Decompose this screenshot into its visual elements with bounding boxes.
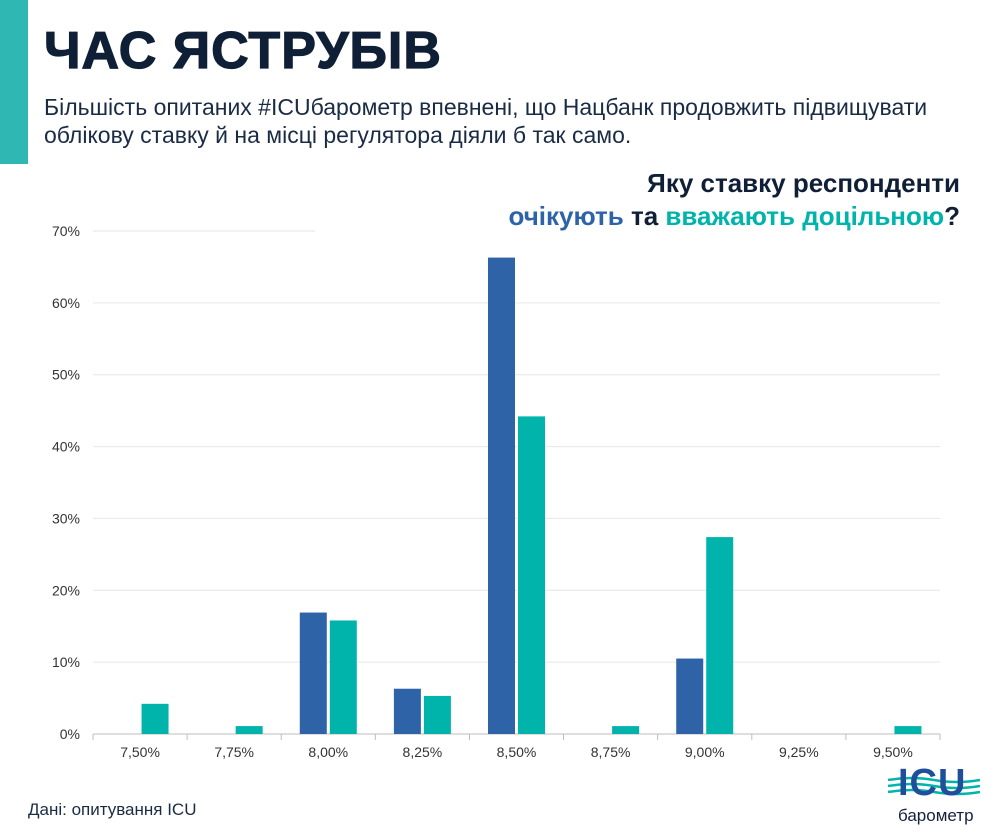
x-tick-label: 8,25% — [403, 744, 443, 760]
y-tick-label: 30% — [52, 510, 80, 526]
question-line-2: очікують та вважають доцільною? — [508, 200, 960, 233]
bar-expected — [676, 658, 704, 734]
y-tick-label: 0% — [60, 726, 80, 742]
icu-barometer-logo: ICU барометр — [888, 762, 988, 832]
legend-expected: очікують — [508, 200, 624, 231]
logo-waves-icon — [888, 776, 980, 796]
x-tick-label: 8,00% — [308, 744, 348, 760]
logo-text: ICU — [898, 762, 967, 804]
x-tick-label: 9,50% — [873, 744, 913, 760]
bar-desired — [423, 695, 451, 734]
x-tick-label: 8,75% — [591, 744, 631, 760]
bar-desired — [706, 537, 734, 734]
x-tick-label: 9,00% — [685, 744, 725, 760]
question-connector: та — [623, 200, 666, 231]
legend-desired: вважають доцільною — [665, 200, 945, 231]
bar-desired — [612, 726, 640, 734]
y-tick-label: 60% — [52, 295, 80, 311]
y-tick-label: 50% — [52, 367, 80, 383]
logo-subtext: барометр — [898, 806, 974, 825]
y-tick-label: 40% — [52, 439, 80, 455]
question-mark: ? — [944, 200, 960, 231]
bar-desired — [894, 726, 922, 734]
x-tick-label: 7,50% — [120, 744, 160, 760]
x-tick-label: 7,75% — [214, 744, 254, 760]
x-tick-label: 9,25% — [779, 744, 819, 760]
y-tick-label: 20% — [52, 582, 80, 598]
x-tick-label: 8,50% — [497, 744, 537, 760]
data-source: Дані: опитування ICU — [28, 800, 197, 819]
y-tick-label: 70% — [52, 223, 80, 239]
bar-desired — [235, 726, 263, 734]
accent-bar — [0, 0, 28, 164]
bar-desired — [329, 620, 357, 734]
bar-expected — [393, 688, 421, 734]
chart-question: Яку ставку респонденти очікують та вважа… — [508, 167, 960, 232]
bar-desired — [141, 703, 169, 734]
y-tick-label: 10% — [52, 654, 80, 670]
bar-expected — [299, 612, 327, 734]
page-title: ЧАС ЯСТРУБІВ — [43, 22, 442, 80]
bar-expected — [488, 257, 515, 734]
page-subtitle: Більшість опитаних #ICUбарометр впевнені… — [44, 94, 928, 148]
question-line-1: Яку ставку респонденти — [647, 168, 960, 198]
bar-desired — [518, 416, 545, 734]
